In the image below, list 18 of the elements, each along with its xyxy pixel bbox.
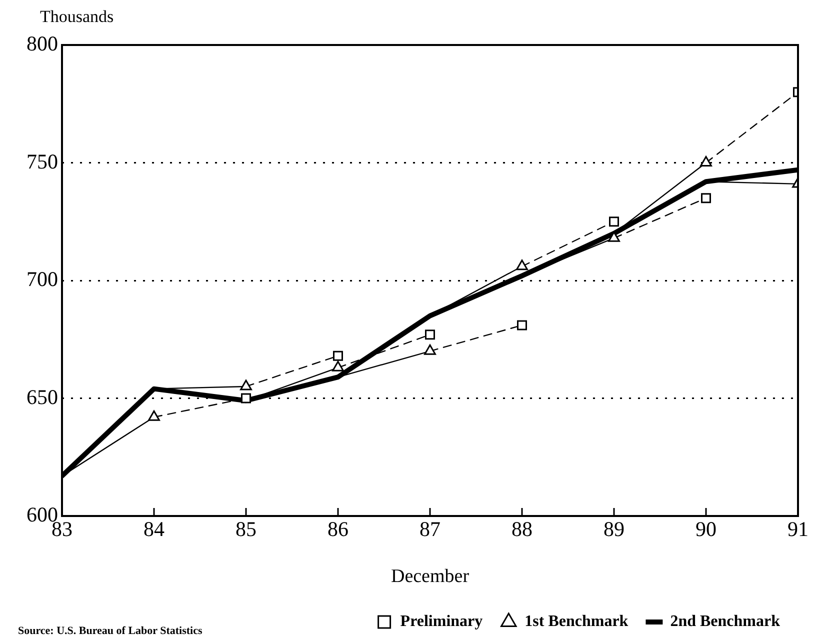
y-tick-label: 700	[26, 267, 58, 292]
y-tick-label: 800	[26, 32, 58, 56]
x-tick-label: 85	[236, 517, 256, 542]
legend-label: 1st Benchmark	[524, 613, 628, 630]
x-tick-label: 88	[512, 517, 532, 542]
y-axis-title: Thousands	[40, 7, 114, 26]
legend-label: Preliminary	[400, 613, 483, 630]
x-tick-label: 91	[788, 517, 808, 542]
x-tick-label: 84	[144, 517, 165, 542]
y-tick-label: 750	[26, 149, 58, 174]
x-tick-label: 89	[604, 517, 624, 542]
x-tick-label: 87	[420, 517, 440, 542]
legend-label: 2nd Benchmark	[670, 613, 780, 630]
x-axis-title: December	[390, 566, 470, 587]
x-tick-label: 86	[328, 517, 348, 542]
y-tick-label: 650	[26, 384, 58, 409]
source-note: Source: U.S. Bureau of Labor Statistics	[18, 625, 203, 637]
x-tick-label: 90	[696, 517, 716, 542]
